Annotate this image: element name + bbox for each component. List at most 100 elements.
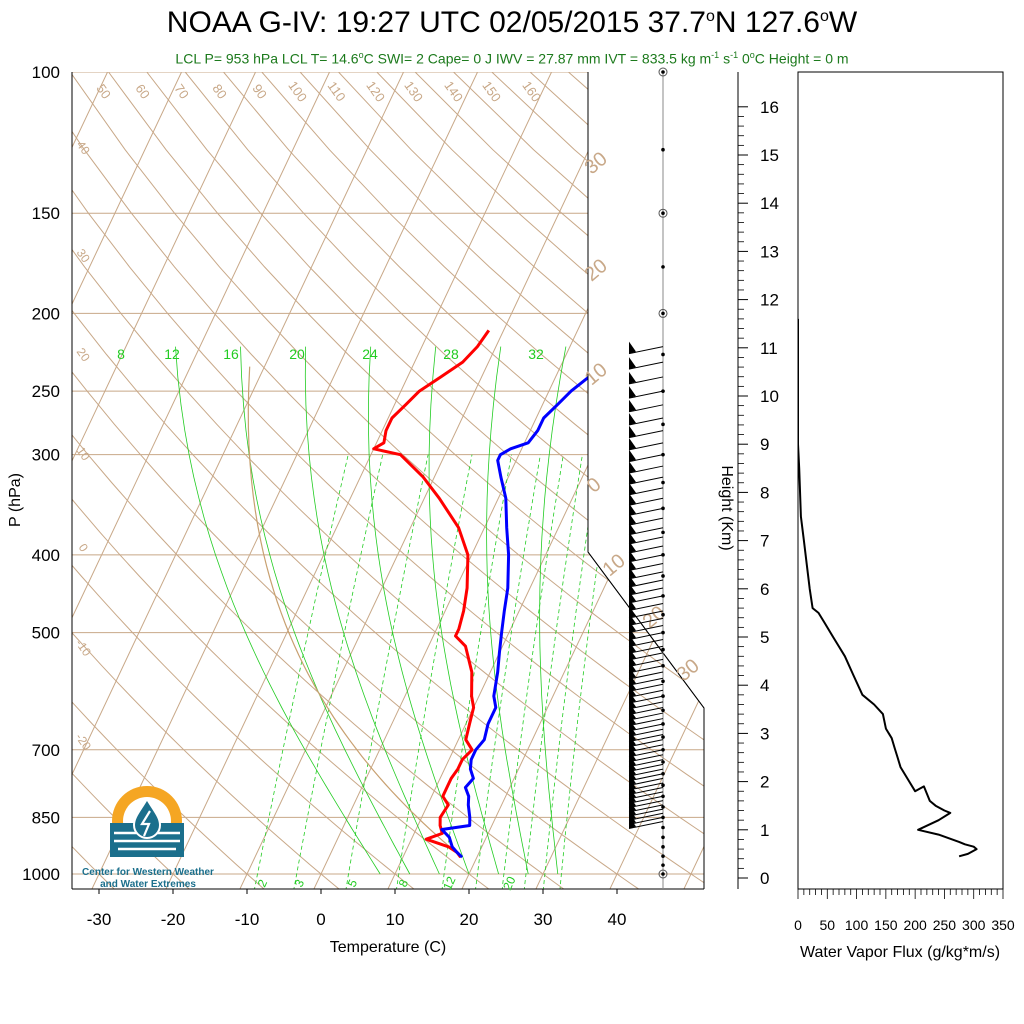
isotherm-label: 20	[581, 255, 612, 286]
y-tick-label: 700	[32, 741, 60, 760]
wind-barb	[628, 587, 664, 596]
barb-dot	[661, 211, 665, 216]
wind-barb	[628, 723, 664, 732]
y-tick-label: 850	[32, 808, 60, 827]
dry-adiabat-line	[184, 72, 704, 889]
dry-adiabat-line	[568, 72, 704, 889]
wind-barb	[628, 665, 664, 674]
dry-adiabat-line	[72, 72, 704, 889]
wind-barb	[628, 695, 664, 704]
wind-barb	[628, 536, 664, 545]
theta-label: 160	[519, 78, 544, 104]
wind-barb	[628, 571, 664, 580]
dry-adiabat-line	[108, 72, 704, 889]
wind-barbs	[628, 67, 668, 889]
wind-barb	[628, 404, 664, 413]
y-axis-label: P (hPa)	[7, 473, 24, 527]
dry-adiabat-line	[644, 72, 704, 889]
wind-barb	[628, 712, 664, 721]
isotherm-line	[608, 72, 704, 889]
wind-barb-flag	[629, 461, 636, 474]
mixing-ratio-label: 8	[396, 877, 412, 889]
mixing-ratio-line	[253, 454, 349, 889]
wind-barb	[628, 595, 664, 604]
isotherm-line	[164, 72, 552, 889]
theta-label: 70	[171, 81, 192, 101]
barb-dot	[661, 647, 665, 652]
x-tick-label: 40	[608, 910, 627, 929]
dry-adiabat-line	[223, 72, 704, 889]
x-tick-label: -20	[161, 910, 186, 929]
theta-label: 80	[209, 81, 230, 101]
wind-barb	[628, 346, 664, 355]
flux-tick-label: 250	[933, 917, 957, 933]
mixing-ratio-line	[542, 454, 600, 889]
y-tick-label: 500	[32, 624, 60, 643]
barb-dot	[661, 760, 665, 764]
water-drop-icon	[132, 797, 162, 839]
flux-tick-label: 350	[991, 917, 1015, 933]
skew-t-series	[372, 329, 639, 859]
wind-barb	[628, 701, 664, 710]
wind-barb-flag	[629, 357, 636, 370]
isotherm-label: 30	[673, 655, 704, 686]
wind-barb	[628, 507, 664, 516]
parcel-line	[247, 366, 463, 858]
wind-barb	[628, 734, 664, 743]
dry-adiabat-line	[72, 72, 567, 889]
y-tick-label: 400	[32, 546, 60, 565]
wind-barb	[628, 517, 664, 526]
flux-frame	[797, 71, 1004, 890]
wind-barb	[628, 782, 664, 791]
theta-label: 90	[249, 81, 270, 101]
x-tick-label: 20	[460, 910, 479, 929]
wind-barb	[628, 625, 664, 634]
wind-barb	[628, 777, 664, 786]
height-tick-label: 10	[760, 387, 779, 406]
barb-dot	[661, 735, 665, 739]
wind-barb	[628, 689, 664, 698]
dry-adiabat-line	[72, 72, 704, 889]
dry-adiabat-line	[606, 72, 704, 889]
wind-barb	[628, 645, 664, 654]
height-tick-label: 7	[760, 532, 769, 551]
wind-barb-flag	[629, 399, 636, 412]
mixing-ratio-line	[293, 454, 384, 889]
wind-barb	[628, 476, 664, 485]
mixing-ratio-label: 20	[500, 874, 518, 892]
wind-barb	[628, 652, 664, 661]
wind-barb	[628, 487, 664, 496]
moist-adiabat-line	[539, 346, 567, 875]
wind-barb	[628, 800, 664, 809]
wind-barb	[628, 638, 664, 647]
wind-barb-flag	[629, 437, 636, 450]
wind-barb	[628, 773, 664, 782]
mixing-ratio-label: 24	[362, 346, 378, 362]
barb-dot	[661, 783, 665, 788]
wind-barb	[628, 804, 664, 813]
moist-adiabat-line	[486, 346, 529, 875]
y-tick-label: 300	[32, 446, 60, 465]
x-tick-label: 10	[386, 910, 405, 929]
height-tick-label: 4	[760, 676, 769, 695]
wind-barb-flag	[629, 449, 636, 462]
y-tick-label: 150	[32, 204, 60, 223]
theta-label: 140	[441, 78, 466, 104]
theta-side-label: 40	[74, 138, 93, 157]
theta-side-label: -10	[73, 637, 95, 660]
height-tick-label: 3	[760, 724, 769, 743]
wind-barb	[628, 808, 664, 817]
mixing-ratio-label: 32	[528, 346, 544, 362]
height-tick-label: 8	[760, 483, 769, 502]
wind-barb	[628, 791, 664, 800]
wind-barb	[628, 718, 664, 727]
theta-label: 60	[132, 81, 153, 101]
mixing-ratio-line	[523, 454, 583, 889]
wind-barb-flag	[629, 425, 636, 438]
barb-dot	[661, 147, 665, 152]
barb-dot	[661, 530, 665, 535]
height-tick-label: 6	[760, 580, 769, 599]
isotherm-line	[90, 72, 478, 889]
wind-barb	[628, 677, 664, 686]
flux-tick-label: 50	[819, 917, 835, 933]
